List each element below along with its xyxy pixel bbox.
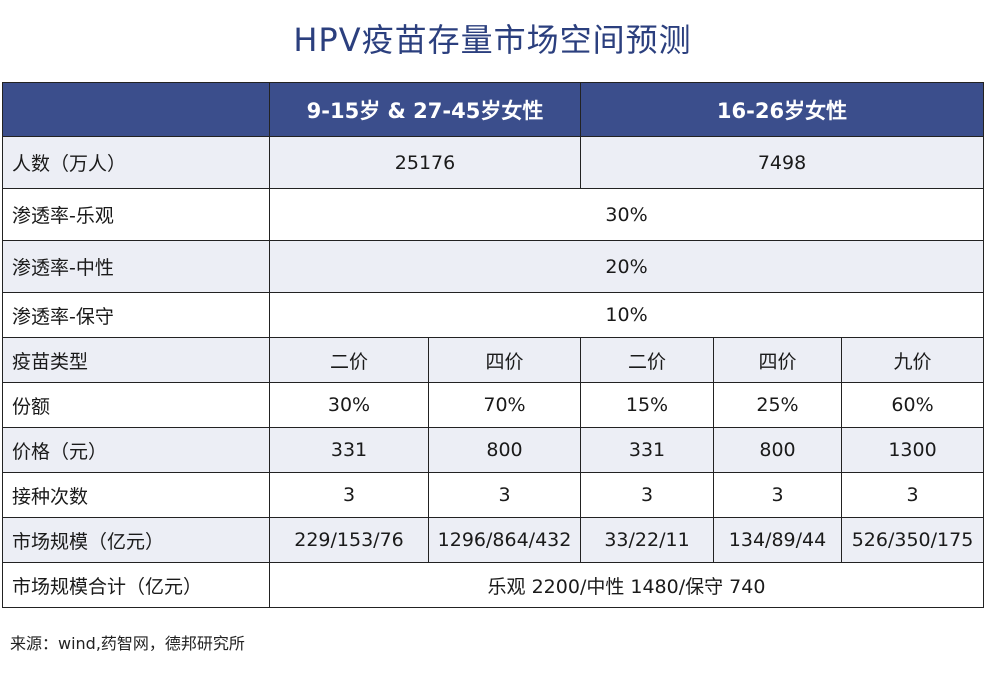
share-cell: 15% (580, 382, 714, 428)
doses-cell: 3 (428, 472, 581, 518)
price-cell: 1300 (840, 427, 985, 473)
table-row-penetration-optimistic: 渗透率-乐观 30% (2, 188, 985, 241)
table-row-share: 份额 30% 70% 15% 25% 60% (2, 382, 985, 428)
price-cell: 800 (713, 427, 842, 473)
population-group2-value: 7498 (579, 136, 985, 189)
vaccine-type-cell: 四价 (713, 337, 842, 383)
header-group-16-26: 16-26岁女性 (579, 82, 985, 137)
market-size-cell: 33/22/11 (580, 517, 714, 563)
market-size-cell: 229/153/76 (269, 517, 429, 563)
doses-cell: 3 (840, 472, 985, 518)
table-row-penetration-conservative: 渗透率-保守 10% (2, 292, 985, 338)
population-group1-value: 25176 (269, 136, 581, 189)
penetration-neutral-value: 20% (268, 240, 985, 293)
share-cell: 70% (428, 382, 581, 428)
penetration-conservative-value: 10% (268, 292, 985, 338)
table-row-market-total: 市场规模合计（亿元） 乐观 2200/中性 1480/保守 740 (2, 562, 985, 608)
share-cell: 25% (713, 382, 842, 428)
header-empty-cell (2, 82, 270, 137)
row-label-population: 人数（万人） (2, 136, 270, 189)
table-row-vaccine-type: 疫苗类型 二价 四价 二价 四价 九价 (2, 337, 985, 383)
table-row-market-size: 市场规模（亿元） 229/153/76 1296/864/432 33/22/1… (2, 517, 985, 563)
table-row-penetration-neutral: 渗透率-中性 20% (2, 240, 985, 293)
table-row-doses: 接种次数 3 3 3 3 3 (2, 472, 985, 518)
vaccine-type-cell: 二价 (269, 337, 429, 383)
market-size-cell: 1296/864/432 (428, 517, 581, 563)
row-label-penetration-conservative: 渗透率-保守 (2, 292, 270, 338)
row-label-market-size: 市场规模（亿元） (2, 517, 270, 563)
row-label-doses: 接种次数 (2, 472, 270, 518)
penetration-optimistic-value: 30% (268, 188, 985, 241)
share-cell: 60% (840, 382, 985, 428)
row-label-share: 份额 (2, 382, 270, 428)
doses-cell: 3 (713, 472, 842, 518)
market-size-cell: 134/89/44 (713, 517, 842, 563)
source-note: 来源：wind,药智网，德邦研究所 (10, 634, 245, 653)
vaccine-type-cell: 二价 (580, 337, 714, 383)
price-cell: 331 (269, 427, 429, 473)
header-group-9-15-27-45: 9-15岁 & 27-45岁女性 (269, 82, 581, 137)
market-forecast-table: 9-15岁 & 27-45岁女性 16-26岁女性 人数（万人） 25176 7… (2, 82, 985, 608)
market-total-value: 乐观 2200/中性 1480/保守 740 (268, 562, 985, 608)
row-label-penetration-neutral: 渗透率-中性 (2, 240, 270, 293)
table-header-row: 9-15岁 & 27-45岁女性 16-26岁女性 (2, 82, 985, 137)
vaccine-type-cell: 九价 (840, 337, 985, 383)
row-label-penetration-optimistic: 渗透率-乐观 (2, 188, 270, 241)
market-size-cell: 526/350/175 (840, 517, 985, 563)
price-cell: 800 (428, 427, 581, 473)
price-cell: 331 (580, 427, 714, 473)
row-label-vaccine-type: 疫苗类型 (2, 337, 270, 383)
share-cell: 30% (269, 382, 429, 428)
doses-cell: 3 (269, 472, 429, 518)
row-label-price: 价格（元） (2, 427, 270, 473)
page-title: HPV疫苗存量市场空间预测 (293, 21, 692, 59)
table-row-price: 价格（元） 331 800 331 800 1300 (2, 427, 985, 473)
row-label-market-total: 市场规模合计（亿元） (2, 562, 270, 608)
doses-cell: 3 (580, 472, 714, 518)
table-row-population: 人数（万人） 25176 7498 (2, 136, 985, 189)
vaccine-type-cell: 四价 (428, 337, 581, 383)
